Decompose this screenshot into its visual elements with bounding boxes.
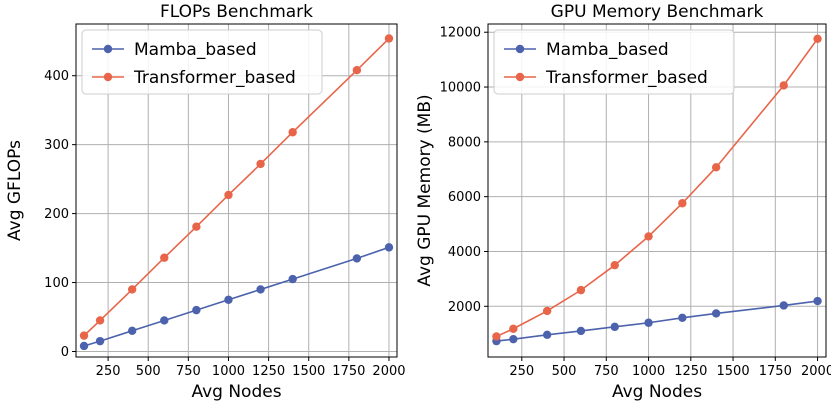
data-point [711, 163, 721, 172]
data-point [644, 232, 653, 241]
data-point [384, 34, 394, 43]
data-point [576, 285, 586, 295]
y-tick-label: 100 [44, 276, 69, 291]
legend-box [493, 29, 735, 95]
plot-frame [75, 23, 398, 358]
data-point [160, 316, 169, 325]
data-point [95, 336, 105, 346]
plot-frame [487, 23, 827, 358]
legend-marker [103, 44, 113, 54]
legend-marker [515, 72, 525, 82]
x-tick-label: 1750 [332, 364, 365, 379]
x-tick-label: 1000 [632, 364, 665, 379]
legend-label: Transformer_based [545, 68, 708, 88]
legend-box [81, 29, 323, 95]
data-point [610, 260, 619, 270]
x-tick-label: 500 [552, 364, 577, 379]
data-point [576, 326, 586, 336]
data-point [352, 254, 362, 263]
data-point [256, 285, 265, 294]
chart-title: FLOPs Benchmark [160, 2, 313, 22]
data-point [644, 318, 653, 327]
y-tick-label: 6000 [448, 190, 481, 205]
x-tick-label: 1500 [717, 364, 750, 379]
series-line-mamba-based [83, 246, 390, 347]
y-tick-label: 10000 [440, 81, 481, 96]
series-line-transformer-based [496, 38, 819, 338]
data-point [509, 324, 518, 333]
data-point [127, 326, 137, 336]
x-axis-label: Avg Nodes [191, 382, 281, 402]
y-tick-label: 0 [61, 345, 69, 360]
y-tick-label: 300 [44, 138, 69, 153]
x-tick-label: 1250 [674, 364, 707, 379]
data-point [192, 305, 201, 315]
data-point [542, 330, 552, 339]
data-point [492, 332, 501, 341]
y-tick-label: 400 [44, 69, 69, 84]
legend-marker [103, 72, 113, 82]
x-tick-label: 750 [176, 364, 201, 379]
x-tick-label: 250 [509, 364, 534, 379]
legend-label: Mamba_based [546, 40, 669, 60]
legend: Mamba_based Transformer_based [81, 29, 323, 95]
x-tick-label: 1250 [252, 364, 285, 379]
x-axis-label: Avg Nodes [612, 382, 702, 402]
x-tick-label: 1750 [759, 364, 792, 379]
data-point [779, 301, 788, 310]
data-point [224, 190, 233, 200]
x-tick-label: 1000 [212, 364, 245, 379]
y-tick-label: 2000 [448, 300, 481, 315]
data-point [678, 199, 687, 208]
chart-panel-1: 250 500 750 1000 1250 1500 1750 2000 0 100 200 300 4… [5, 2, 406, 402]
data-point [352, 65, 362, 75]
x-tick-label: 2000 [801, 364, 831, 379]
x-tick-label: 2000 [372, 364, 405, 379]
data-point [610, 322, 619, 332]
data-point [542, 306, 552, 316]
x-tick-label: 500 [136, 364, 161, 379]
data-point [509, 334, 518, 344]
legend-label: Mamba_based [134, 40, 257, 60]
chart-panel-2: 250 500 750 1000 1250 1500 1750 2000 2000 4000 600… [415, 2, 831, 402]
data-point [678, 313, 687, 323]
legend: Mamba_based Transformer_based [493, 29, 735, 95]
data-point [224, 295, 233, 304]
data-point [256, 159, 265, 169]
data-point [779, 81, 788, 90]
data-point [813, 296, 822, 306]
data-point [288, 128, 297, 137]
chart-title: GPU Memory Benchmark [551, 2, 764, 22]
y-tick-label: 8000 [448, 135, 481, 150]
data-point [127, 285, 137, 294]
data-point [813, 34, 822, 43]
x-tick-label: 1500 [292, 364, 325, 379]
x-tick-label: 750 [594, 364, 619, 379]
legend-label: Transformer_based [133, 68, 296, 88]
data-point [95, 316, 105, 325]
data-point [711, 309, 721, 318]
series-line-transformer-based [83, 37, 390, 337]
data-point [384, 243, 394, 252]
series-line-mamba-based [496, 300, 818, 342]
legend-marker [515, 44, 525, 54]
data-point [160, 253, 169, 262]
data-point [79, 341, 89, 351]
x-tick-label: 250 [96, 364, 121, 379]
y-axis-label: Avg GPU Memory (MB) [415, 94, 435, 286]
y-tick-label: 12000 [440, 26, 481, 41]
data-point [192, 222, 201, 231]
data-point [288, 274, 297, 284]
y-axis-label: Avg GFLOPs [5, 140, 25, 241]
y-tick-label: 4000 [448, 245, 481, 260]
y-tick-label: 200 [44, 207, 69, 222]
data-point [79, 331, 89, 340]
